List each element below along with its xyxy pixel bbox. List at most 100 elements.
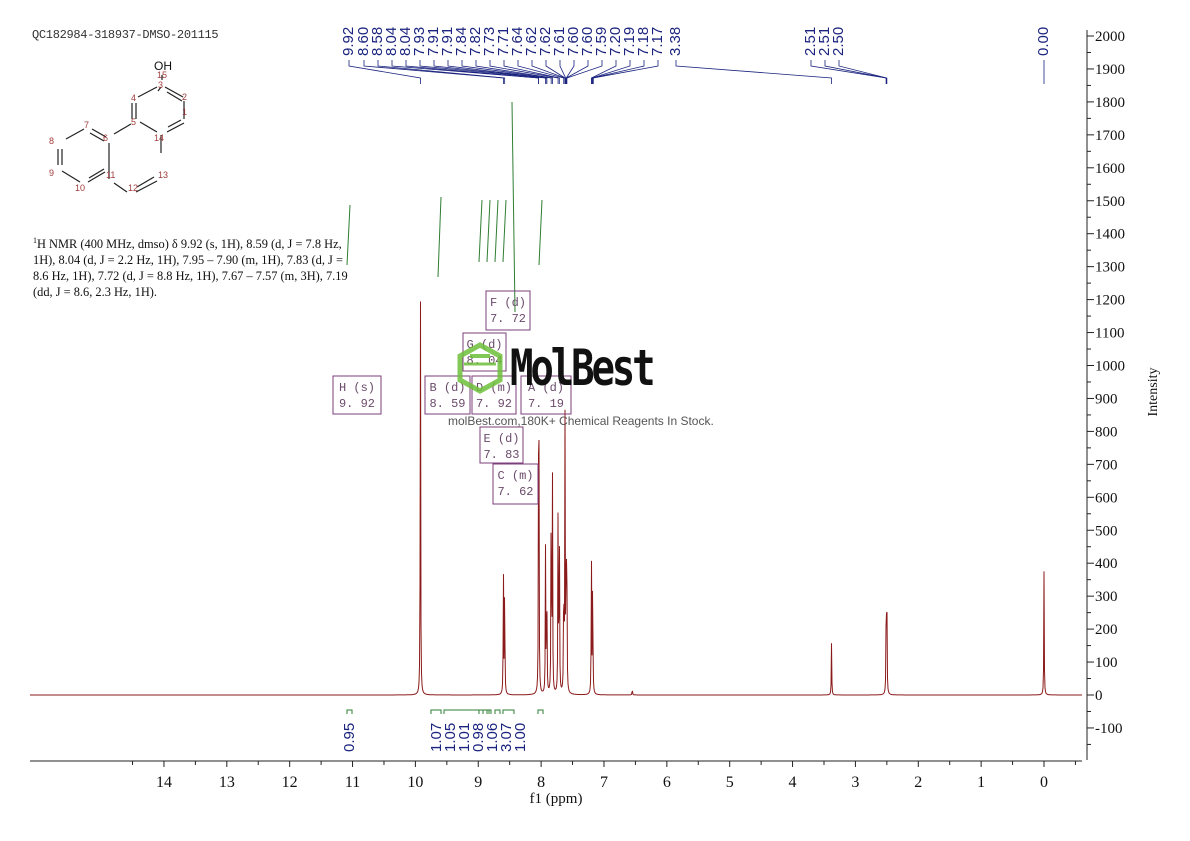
peak-shift-label: 7.84: [453, 27, 470, 56]
y-axis-label: Intensity: [1146, 368, 1161, 417]
svg-text:1: 1: [182, 107, 187, 117]
y-tick-label: 1900: [1095, 62, 1125, 78]
y-tick-label: 1000: [1095, 359, 1125, 375]
x-tick-label: 9: [474, 774, 482, 791]
y-tick-label: 100: [1095, 655, 1118, 671]
peak-shift-label: 7.60: [565, 27, 582, 56]
integral-value: 1.01: [456, 723, 473, 752]
svg-text:4: 4: [131, 93, 136, 103]
peak-shift-label: 9.92: [340, 27, 357, 56]
peak-shift-label: 7.18: [635, 27, 652, 56]
integral-bracket: [537, 709, 544, 714]
peak-label-connector: [348, 60, 421, 84]
svg-text:7. 19: 7. 19: [528, 397, 564, 411]
svg-text:13: 13: [158, 170, 168, 180]
y-tick-label: 1400: [1095, 227, 1125, 243]
peak-label-connector: [503, 60, 560, 84]
x-tick-label: 11: [345, 774, 360, 791]
peak-label-connector: [419, 60, 546, 84]
peak-label-connector: [489, 60, 559, 84]
x-tick-label: 2: [914, 774, 922, 791]
y-tick-label: 300: [1095, 589, 1118, 605]
peak-shift-label: 7.62: [523, 27, 540, 56]
integral-bracket: [430, 709, 442, 714]
multiplet-box-D: D (m) 7. 92: [471, 375, 517, 415]
multiplet-box-F: F (d) 7. 72: [485, 290, 531, 331]
integral-curve: [346, 204, 351, 266]
y-tick-label: -100: [1095, 721, 1123, 737]
peak-shift-label: 7.61: [551, 27, 568, 56]
peak-shift-label: 7.93: [411, 27, 428, 56]
peak-shift-label: 7.64: [509, 27, 526, 56]
x-tick-label: 12: [282, 774, 298, 791]
x-tick-label: 4: [789, 774, 797, 791]
peak-label-connector: [838, 60, 888, 84]
y-tick-label: 200: [1095, 622, 1118, 638]
y-tick-label: 600: [1095, 490, 1118, 506]
integral-curve: [486, 199, 491, 263]
svg-text:7. 62: 7. 62: [497, 485, 533, 499]
peak-label-connector: [824, 60, 887, 84]
integral-curve: [538, 199, 543, 266]
peak-label-connector: [545, 60, 566, 84]
integral-bracket: [486, 709, 492, 714]
peak-shift-label: 2.50: [830, 27, 847, 56]
peak-shift-label: 7.59: [593, 27, 610, 56]
x-axis: 14 13 12 11 10 9 8 7 6 5 4 3 2 1 0: [30, 760, 1082, 791]
svg-text:9. 92: 9. 92: [339, 397, 375, 411]
integral-value: 3.07: [498, 723, 515, 752]
sample-id: QC182984-318937-DMSO-201115: [32, 28, 219, 42]
integral-value: 1.07: [428, 723, 445, 752]
y-tick-label: 1500: [1095, 194, 1125, 210]
svg-text:A (d): A (d): [528, 381, 564, 395]
y-tick-label: 0: [1095, 688, 1103, 704]
svg-text:H (s): H (s): [339, 381, 375, 395]
y-tick-label: 1700: [1095, 128, 1125, 144]
y-tick-label: 700: [1095, 457, 1118, 473]
integral-values: 0.95 1.071.051.010.981.063.071.00: [341, 709, 544, 752]
svg-text:6: 6: [103, 133, 108, 143]
multiplet-box-A: A (d) 7. 19: [520, 375, 572, 415]
peak-label-connector: [810, 60, 887, 84]
integral-value: 0.98: [470, 723, 487, 752]
peak-shift-label: 0.00: [1035, 27, 1052, 56]
peak-shift-label: 7.91: [425, 27, 442, 56]
y-tick-label: 400: [1095, 556, 1118, 572]
svg-text:8. 59: 8. 59: [429, 397, 465, 411]
x-tick-label: 10: [407, 774, 423, 791]
svg-text:15: 15: [157, 70, 167, 80]
y-tick-label: 900: [1095, 391, 1118, 407]
integral-bracket: [502, 709, 515, 714]
peak-shift-label: 7.71: [495, 27, 512, 56]
y-axis: 2000190018001700160015001400130012001100…: [1086, 29, 1125, 760]
integral-value: 0.95: [341, 723, 358, 752]
svg-text:7. 72: 7. 72: [490, 312, 526, 326]
svg-text:11: 11: [106, 170, 115, 180]
peak-shift-label: 8.58: [369, 27, 386, 56]
peak-label-connector: [363, 60, 504, 84]
peak-label-connector: [377, 60, 506, 84]
chemical-structure: 1 2 3 4 5 6 7 8 9 10 11 12 13 14 15 OH: [49, 59, 187, 193]
svg-text:12: 12: [128, 183, 138, 193]
spectrum-trace: [30, 301, 1082, 696]
peak-shift-label: 7.17: [649, 27, 666, 56]
peak-label-connector: [592, 60, 645, 84]
peak-label-connector: [447, 60, 548, 84]
peak-labels: 9.928.608.588.048.047.937.917.917.847.82…: [340, 27, 1052, 84]
peak-label-connector: [591, 60, 631, 84]
y-tick-label: 1300: [1095, 260, 1125, 276]
svg-text:D (m): D (m): [476, 381, 512, 395]
svg-text:9: 9: [49, 168, 54, 178]
svg-text:7. 83: 7. 83: [483, 448, 519, 462]
x-tick-label: 1: [977, 774, 985, 791]
integral-value: 1.05: [442, 723, 459, 752]
peak-label-connector: [592, 60, 659, 84]
x-tick-label: 13: [219, 774, 235, 791]
integral-curves: [346, 101, 543, 313]
peak-shift-label: 7.19: [621, 27, 638, 56]
integral-curve: [437, 196, 442, 278]
svg-text:E (d): E (d): [483, 432, 519, 446]
x-tick-label: 7: [600, 774, 608, 791]
peak-label-connector: [559, 60, 567, 84]
peak-label-connector: [405, 60, 540, 84]
